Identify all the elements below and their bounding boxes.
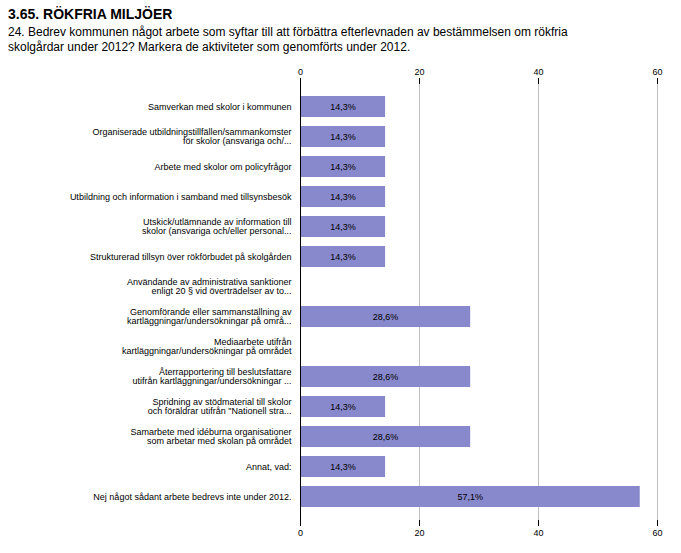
svg-text:Spridning av stödmaterial till: Spridning av stödmaterial till skoloroch… — [148, 397, 292, 416]
svg-text:Arbete med skolor om policyfrå: Arbete med skolor om policyfrågor — [154, 162, 291, 172]
svg-text:Samarbete med idéburna organis: Samarbete med idéburna organisationersom… — [130, 427, 292, 446]
svg-text:Samverkan med skolor i kommune: Samverkan med skolor i kommunen — [148, 102, 292, 112]
svg-text:40: 40 — [533, 67, 543, 77]
svg-text:14,3%: 14,3% — [330, 252, 356, 262]
svg-text:Mediaarbete utifrånkartläggnin: Mediaarbete utifrånkartläggningar/unders… — [122, 337, 292, 356]
svg-text:40: 40 — [533, 528, 543, 538]
svg-text:14,3%: 14,3% — [330, 132, 356, 142]
svg-text:60: 60 — [652, 67, 662, 77]
svg-text:Nej något sådant arbete bedrev: Nej något sådant arbete bedrevs inte und… — [93, 492, 291, 502]
html-text:3.65. RÖKFRIA MILJÖER: 3.65. RÖKFRIA MILJÖER — [8, 6, 173, 22]
svg-text:20: 20 — [414, 528, 424, 538]
svg-text:28,6%: 28,6% — [373, 372, 399, 382]
svg-text:60: 60 — [652, 528, 662, 538]
svg-text:28,6%: 28,6% — [373, 432, 399, 442]
svg-text:57,1%: 57,1% — [458, 492, 484, 502]
svg-text:Strukturerad tillsyn över rökf: Strukturerad tillsyn över rökförbudet på… — [90, 252, 292, 262]
svg-text:Annat, vad:: Annat, vad: — [246, 462, 292, 472]
svg-text:Återrapportering till beslutsf: Återrapportering till beslutsfattareutif… — [132, 367, 291, 386]
svg-text:14,3%: 14,3% — [330, 462, 356, 472]
svg-text:20: 20 — [414, 67, 424, 77]
svg-text:0: 0 — [298, 67, 303, 77]
svg-text:14,3%: 14,3% — [330, 102, 356, 112]
svg-text:14,3%: 14,3% — [330, 192, 356, 202]
svg-text:0: 0 — [298, 528, 303, 538]
svg-text:Organiserade utbildningstillfä: Organiserade utbildningstillfällen/samma… — [92, 127, 291, 146]
svg-text:Utbildning och information i s: Utbildning och information i samband med… — [70, 192, 292, 202]
svg-text:Användande av administrativa s: Användande av administrativa sanktionere… — [127, 277, 292, 296]
svg-text:14,3%: 14,3% — [330, 402, 356, 412]
svg-text:14,3%: 14,3% — [330, 222, 356, 232]
svg-text:14,3%: 14,3% — [330, 162, 356, 172]
svg-text:Genomförande eller sammanställ: Genomförande eller sammanställning avkar… — [127, 307, 292, 326]
svg-text:Utskick/utlämnande av informat: Utskick/utlämnande av information tillsk… — [142, 217, 292, 236]
svg-text:28,6%: 28,6% — [373, 312, 399, 322]
html-text:24. Bedrev kommunen något arbe: 24. Bedrev kommunen något arbete som syf… — [8, 25, 568, 54]
